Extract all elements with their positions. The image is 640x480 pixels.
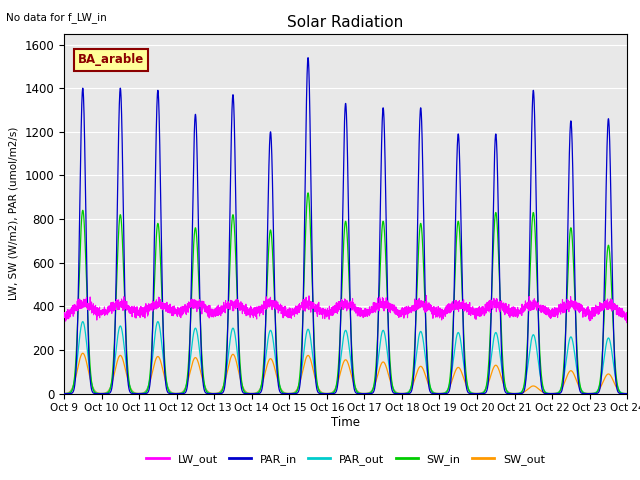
Title: Solar Radiation: Solar Radiation (287, 15, 404, 30)
Legend: LW_out, PAR_in, PAR_out, SW_in, SW_out: LW_out, PAR_in, PAR_out, SW_in, SW_out (142, 450, 549, 469)
Text: BA_arable: BA_arable (78, 53, 145, 66)
Y-axis label: LW, SW (W/m2), PAR (umol/m2/s): LW, SW (W/m2), PAR (umol/m2/s) (9, 127, 19, 300)
X-axis label: Time: Time (331, 416, 360, 429)
Text: No data for f_LW_in: No data for f_LW_in (6, 12, 107, 23)
